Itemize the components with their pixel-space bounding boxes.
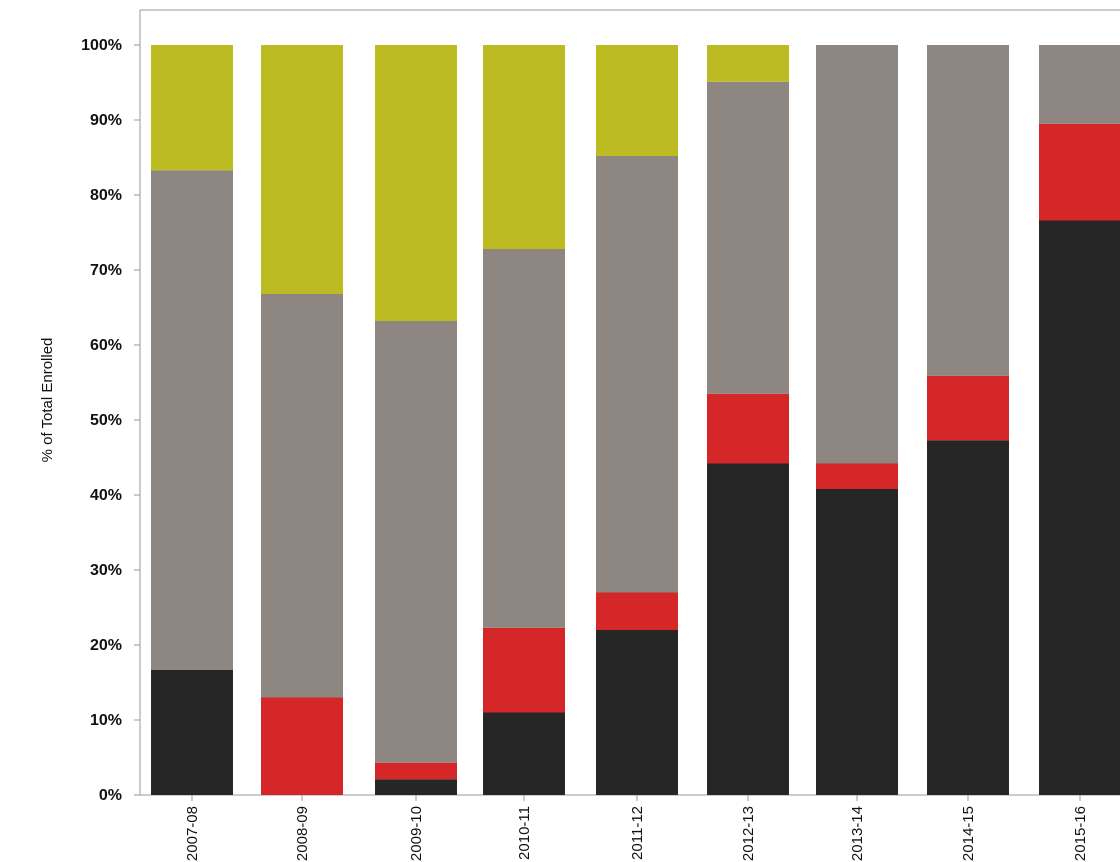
bar-segment xyxy=(707,45,789,82)
bar-segment xyxy=(707,393,789,464)
bar-segment xyxy=(261,294,343,698)
x-tick-label: 2011-12 xyxy=(629,806,646,860)
x-tick-label: 2013-14 xyxy=(849,806,866,861)
bar-segment xyxy=(483,45,565,249)
y-tick-label: 40% xyxy=(90,487,122,504)
x-tick-label: 2009-10 xyxy=(408,806,425,861)
x-tick-label: 2007-08 xyxy=(184,806,201,861)
y-tick-label: 20% xyxy=(90,637,122,654)
x-tick-label: 2015-16 xyxy=(1072,806,1089,861)
bar-segment xyxy=(707,81,789,394)
bar-segment xyxy=(596,630,678,795)
y-tick-label: 100% xyxy=(81,37,122,54)
bar-segment xyxy=(261,45,343,294)
x-tick-label: 2012-13 xyxy=(740,806,757,861)
bar-segment xyxy=(596,592,678,630)
y-tick-label: 50% xyxy=(90,412,122,429)
x-tick-label: 2010-11 xyxy=(516,806,533,860)
bar-segment xyxy=(151,45,233,171)
y-tick-label: 60% xyxy=(90,337,122,354)
bar-segment xyxy=(375,779,457,795)
y-tick-label: 90% xyxy=(90,112,122,129)
y-ticks-group: 0% 10% 20% 30% 40% 50% 60% 70% 80% 90% 100% xyxy=(81,37,140,804)
bar-segment xyxy=(483,712,565,795)
bar-segment xyxy=(816,463,898,489)
bar-segment xyxy=(1039,45,1120,124)
bar-segment xyxy=(927,375,1009,441)
bar-segment xyxy=(151,669,233,795)
y-tick-label: 80% xyxy=(90,187,122,204)
bars-group xyxy=(151,45,1120,795)
x-tick-label: 2008-09 xyxy=(294,806,311,861)
x-ticks-group: 2007-08 2008-09 2009-10 2010-11 2011-12 2012-… xyxy=(184,795,1089,861)
bar-segment xyxy=(151,170,233,670)
bar-segment xyxy=(483,249,565,628)
y-axis-label: % of Total Enrolled xyxy=(39,338,56,463)
bar-segment xyxy=(816,489,898,795)
bar-segment xyxy=(816,45,898,464)
bar-segment xyxy=(1039,123,1120,221)
bar-segment xyxy=(1039,220,1120,795)
bar-segment xyxy=(596,156,678,593)
bar-segment xyxy=(375,762,457,780)
y-tick-label: 10% xyxy=(90,712,122,729)
x-tick-label: 2014-15 xyxy=(960,806,977,861)
bar-segment xyxy=(927,45,1009,376)
bar-segment xyxy=(707,463,789,795)
y-tick-label: 70% xyxy=(90,262,122,279)
y-tick-label: 0% xyxy=(99,787,122,804)
bar-segment xyxy=(483,627,565,713)
bar-segment xyxy=(927,440,1009,795)
y-tick-label: 30% xyxy=(90,562,122,579)
bar-segment xyxy=(375,45,457,321)
bar-segment xyxy=(375,321,457,763)
bar-segment xyxy=(261,697,343,795)
bar-segment xyxy=(596,45,678,156)
